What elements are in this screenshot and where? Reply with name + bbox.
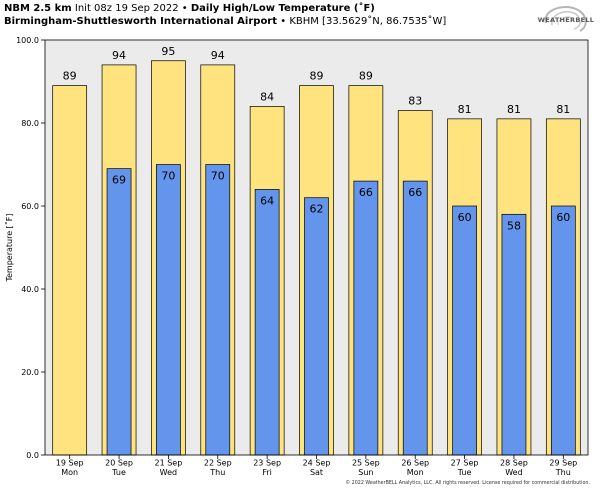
low-temp-label: 69 (112, 174, 126, 187)
model-name: NBM 2.5 km (4, 3, 72, 14)
y-tick-label: 60.0 (21, 202, 39, 211)
logo-text: WEATHERBELL (537, 16, 595, 24)
x-tick-date: 21 Sep (155, 459, 183, 468)
x-tick-date: 28 Sep (500, 459, 528, 468)
x-tick-day: Thu (209, 468, 225, 477)
low-temp-label: 70 (161, 170, 175, 183)
logo-swirl-icon (544, 5, 587, 32)
y-tick-label: 40.0 (21, 285, 39, 294)
low-temp-bar (254, 189, 280, 456)
high-temp-label: 81 (458, 103, 472, 116)
low-temp-label: 70 (211, 170, 225, 183)
low-temp-label: 64 (260, 194, 274, 207)
high-temp-bar (52, 85, 88, 456)
x-tick-day: Sat (310, 468, 323, 477)
y-axis: 0.0 20.0 40.0 60.0 80.0 100.0 (16, 36, 45, 460)
x-tick-date: 19 Sep (56, 459, 84, 468)
low-temp-label: 66 (408, 186, 422, 199)
x-tick-day: Sun (358, 468, 373, 477)
y-tick-label: 100.0 (16, 36, 39, 45)
y-tick-label: 80.0 (21, 119, 39, 128)
weatherbell-logo: WEATHERBELL (536, 3, 596, 37)
header-separator: • (181, 3, 188, 14)
low-temp-label: 60 (458, 211, 472, 224)
y-axis-label: Temperature [˚F] (4, 213, 14, 282)
plot-frame (44, 39, 589, 456)
bars (52, 60, 581, 456)
low-temp-bar (550, 205, 576, 456)
low-temp-bar (402, 180, 428, 456)
station-id: KBHM [33.5629˚N, 86.7535˚W] (289, 16, 447, 27)
x-tick-date: 22 Sep (204, 459, 232, 468)
chart-header-line1: NBM 2.5 km Init 08z 19 Sep 2022 • Daily … (4, 2, 375, 15)
x-tick-date: 27 Sep (451, 459, 479, 468)
y-tick-label: 0.0 (26, 451, 39, 460)
low-temp-label: 62 (310, 203, 324, 216)
x-tick-day: Thu (555, 468, 571, 477)
x-tick-day: Wed (160, 468, 177, 477)
low-temp-bar (156, 164, 181, 456)
x-tick-day: Mon (407, 468, 424, 477)
x-tick-date: 29 Sep (549, 459, 577, 468)
low-temp-bar (501, 213, 527, 456)
product-title: Daily High/Low Temperature (˚F) (190, 3, 375, 14)
chart-header-line2: Birmingham-Shuttlesworth International A… (4, 15, 446, 28)
x-tick-day: Tue (457, 468, 472, 477)
header-separator-2: • (280, 16, 287, 27)
high-temp-label: 94 (112, 49, 126, 62)
high-temp-label: 83 (408, 95, 422, 108)
low-temp-label: 60 (556, 211, 570, 224)
low-temp-bar (205, 164, 231, 456)
high-temp-label: 84 (260, 90, 274, 103)
high-temp-label: 89 (310, 70, 324, 83)
x-tick-date: 23 Sep (253, 459, 281, 468)
high-temp-label: 81 (507, 103, 521, 116)
x-tick-date: 20 Sep (105, 459, 133, 468)
x-tick-date: 25 Sep (352, 459, 380, 468)
x-tick-date: 26 Sep (401, 459, 429, 468)
station-name: Birmingham-Shuttlesworth International A… (4, 16, 278, 27)
high-temp-label: 95 (161, 45, 175, 58)
x-tick-day: Mon (61, 468, 78, 477)
high-temp-label: 89 (359, 70, 373, 83)
x-tick-day: Tue (111, 468, 126, 477)
y-tick-label: 20.0 (21, 368, 39, 377)
x-tick-date: 24 Sep (303, 459, 331, 468)
x-tick-day: Fri (262, 468, 272, 477)
bar-value-labels: 89 94 95 94 84 89 89 83 81 81 81 69 70 70 64 62 66 66 60 58… (63, 45, 571, 233)
high-temp-label: 81 (556, 103, 570, 116)
low-temp-label: 58 (507, 219, 521, 232)
low-temp-bar (304, 197, 329, 456)
copyright-footer: © 2022 WeatherBELL Analytics, LLC. All r… (345, 481, 590, 486)
low-temp-bar (452, 205, 477, 456)
low-temp-label: 66 (359, 186, 373, 199)
high-temp-label: 94 (211, 49, 225, 62)
low-temp-bar (106, 168, 132, 456)
init-time: Init 08z 19 Sep 2022 (74, 3, 179, 14)
low-temp-bar (353, 180, 379, 456)
x-tick-day: Wed (505, 468, 522, 477)
high-temp-label: 89 (63, 70, 77, 83)
